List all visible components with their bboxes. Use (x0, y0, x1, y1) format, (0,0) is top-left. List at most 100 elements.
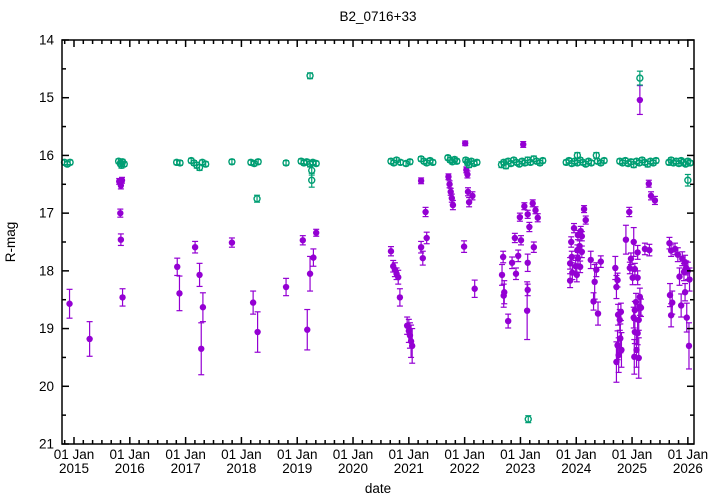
marker-filled-circle (417, 243, 425, 251)
marker-filled-circle (254, 328, 261, 336)
marker-filled-circle (573, 271, 581, 279)
target-point (304, 308, 311, 351)
marker-filled-circle (520, 141, 527, 148)
marker-open-circle (636, 74, 644, 82)
marker-filled-circle (174, 263, 181, 271)
target-point (566, 256, 574, 270)
marker-filled-circle (587, 256, 594, 264)
target-point (199, 292, 207, 323)
target-point (282, 277, 290, 297)
marker-filled-circle (446, 181, 453, 188)
target-point (299, 235, 307, 246)
marker-filled-circle (674, 251, 682, 258)
data-points-layer (60, 70, 694, 424)
marker-filled-circle (626, 208, 633, 216)
marker-filled-circle (498, 271, 506, 279)
x-tick-label: 2017 (171, 461, 201, 476)
comparison-point (652, 156, 660, 165)
comparison-point (120, 160, 128, 168)
marker-filled-circle (460, 243, 468, 250)
marker-filled-circle (117, 236, 125, 243)
target-point (523, 281, 531, 341)
marker-open-circle (66, 158, 74, 167)
marker-filled-circle (532, 207, 539, 214)
target-point (449, 199, 457, 211)
x-tick-label: 01 Jan (221, 447, 262, 462)
marker-filled-circle (396, 294, 404, 301)
marker-filled-circle (419, 254, 426, 262)
comparison-point (282, 159, 290, 167)
x-tick-label: 01 Jan (110, 447, 151, 462)
marker-filled-circle (516, 213, 524, 221)
target-point (504, 313, 512, 329)
marker-filled-circle (387, 248, 395, 255)
marker-filled-circle (666, 291, 674, 299)
marker-filled-circle (685, 342, 693, 350)
comparison-point (524, 415, 532, 424)
comparison-point (406, 158, 414, 166)
marker-filled-circle (534, 214, 541, 221)
target-point (460, 240, 468, 253)
target-point (630, 306, 637, 329)
marker-filled-circle (651, 197, 659, 204)
target-point (86, 321, 93, 357)
target-point (626, 206, 633, 218)
target-point (645, 179, 652, 188)
marker-filled-circle (86, 335, 93, 343)
marker-filled-circle (629, 274, 636, 281)
marker-filled-circle (521, 203, 528, 210)
marker-filled-circle (304, 326, 311, 333)
target-point (626, 261, 634, 275)
marker-filled-circle (198, 345, 205, 352)
comparison-point (254, 158, 262, 166)
target-point (228, 237, 236, 248)
marker-filled-circle (282, 283, 290, 291)
x-tick-label: 01 Jan (444, 447, 485, 462)
marker-filled-circle (299, 237, 307, 244)
target-point (597, 255, 605, 268)
target-point (395, 269, 402, 285)
marker-filled-circle (568, 238, 575, 246)
target-point (306, 255, 314, 292)
marker-filled-circle (576, 263, 584, 271)
marker-open-circle (539, 156, 547, 165)
marker-open-circle (176, 159, 184, 167)
comparison-point (592, 151, 601, 160)
marker-filled-circle (627, 255, 635, 262)
x-tick-label: 01 Jan (500, 447, 541, 462)
marker-filled-circle (633, 346, 640, 354)
marker-filled-circle (591, 278, 598, 286)
marker-filled-circle (447, 188, 454, 195)
target-point (524, 253, 531, 273)
marker-open-circle (306, 72, 314, 80)
marker-filled-circle (676, 273, 683, 280)
series-target (66, 84, 693, 383)
target-point (530, 241, 538, 253)
marker-filled-circle (191, 243, 199, 251)
marker-filled-circle (530, 243, 538, 251)
y-tick-label: 21 (39, 437, 54, 452)
target-point (498, 263, 506, 286)
marker-filled-circle (618, 346, 625, 354)
target-point (254, 311, 261, 353)
marker-filled-circle (635, 354, 642, 362)
target-point (580, 205, 588, 214)
x-tick-label: 2018 (226, 461, 256, 476)
target-point (570, 222, 578, 234)
marker-open-circle (600, 156, 608, 165)
marker-filled-circle (580, 205, 588, 213)
target-point (529, 199, 536, 208)
y-tick-label: 18 (39, 263, 54, 278)
target-point (526, 221, 533, 233)
y-tick-label: 17 (39, 206, 54, 221)
y-axis-label: R-mag (3, 222, 18, 263)
comparison-point (453, 157, 461, 165)
target-point (508, 256, 516, 270)
target-point (594, 301, 602, 326)
target-point (613, 341, 620, 383)
x-tick-label: 01 Jan (333, 447, 374, 462)
marker-open-circle (228, 158, 236, 166)
marker-open-circle (282, 159, 290, 167)
target-point (634, 244, 641, 260)
target-point (312, 228, 320, 237)
